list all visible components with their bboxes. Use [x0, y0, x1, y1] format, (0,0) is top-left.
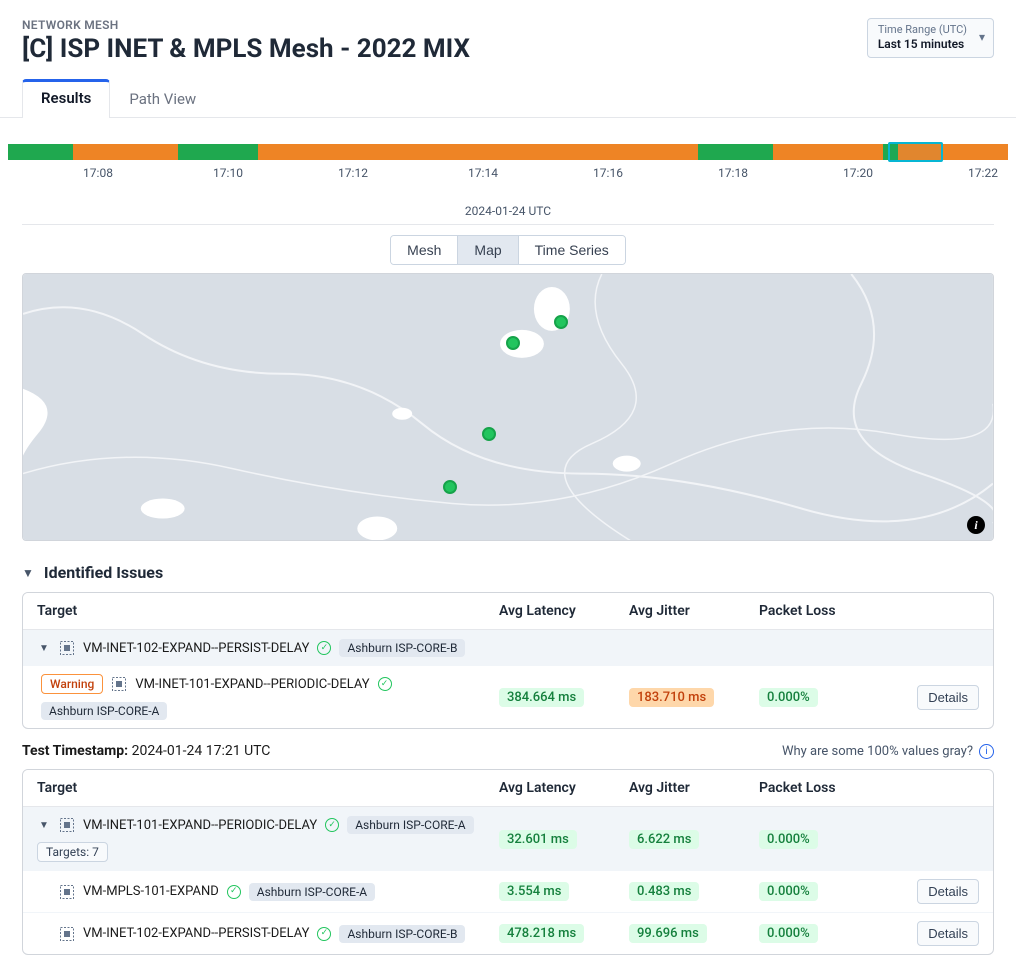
map-node-dot[interactable]	[443, 480, 457, 494]
col-loss: Packet Loss	[759, 780, 889, 796]
issue-group-name: VM-INET-102-EXPAND--PERSIST-DELAY	[83, 641, 309, 656]
latency-value: 32.601 ms	[499, 830, 577, 849]
location-pill: Ashburn ISP-CORE-B	[339, 925, 465, 943]
issue-group-row[interactable]: ▼ VM-INET-102-EXPAND--PERSIST-DELAY ✓ As…	[23, 630, 993, 665]
node-icon	[59, 640, 75, 656]
details-button[interactable]: Details	[917, 685, 979, 710]
table-row: VM-MPLS-101-EXPAND ✓ Ashburn ISP-CORE-A …	[23, 870, 993, 912]
results-group-row[interactable]: ▼ VM-INET-101-EXPAND--PERIODIC-DELAY ✓ A…	[23, 807, 993, 870]
tab-results[interactable]: Results	[22, 79, 110, 118]
test-timestamp-value: 2024-01-24 17:21 UTC	[132, 743, 271, 759]
jitter-value: 0.483 ms	[629, 882, 699, 901]
expand-icon[interactable]: ▼	[37, 643, 51, 654]
tabs: Results Path View	[0, 78, 1016, 118]
node-icon	[111, 676, 127, 692]
details-button[interactable]: Details	[917, 921, 979, 946]
view-map-button[interactable]: Map	[457, 236, 517, 264]
timeline-segment	[698, 144, 773, 160]
col-loss: Packet Loss	[759, 603, 889, 619]
identified-issues-title: Identified Issues	[44, 563, 163, 582]
timeline-tick: 17:10	[213, 166, 243, 180]
node-icon	[59, 926, 75, 942]
location-pill: Ashburn ISP-CORE-A	[41, 702, 167, 720]
help-text: Why are some 100% values gray?	[782, 744, 973, 759]
results-table: Target Avg Latency Avg Jitter Packet Los…	[22, 769, 994, 955]
time-range-selector[interactable]: Time Range (UTC) Last 15 minutes	[867, 18, 994, 58]
col-target: Target	[37, 780, 499, 796]
test-timestamp-label: Test Timestamp:	[22, 743, 128, 759]
table-row: VM-INET-102-EXPAND--PERSIST-DELAY ✓ Ashb…	[23, 912, 993, 954]
map-node-dot[interactable]	[482, 427, 496, 441]
timeline-cursor[interactable]	[888, 142, 943, 162]
time-range-value: Last 15 minutes	[878, 37, 967, 53]
details-button[interactable]: Details	[917, 879, 979, 904]
timeline-segment	[73, 144, 178, 160]
loss-value: 0.000%	[759, 924, 818, 943]
latency-value: 478.218 ms	[499, 924, 584, 943]
view-mesh-button[interactable]: Mesh	[391, 236, 457, 264]
check-icon: ✓	[378, 677, 392, 691]
expand-icon[interactable]: ▼	[37, 820, 51, 831]
map-node-dot[interactable]	[554, 315, 568, 329]
view-time-series-button[interactable]: Time Series	[518, 236, 625, 264]
issue-row-name: VM-INET-101-EXPAND--PERIODIC-DELAY	[135, 677, 369, 692]
timeline-tick: 17:20	[843, 166, 873, 180]
jitter-value: 99.696 ms	[629, 924, 707, 943]
collapse-issues-icon[interactable]: ▼	[22, 566, 34, 580]
issue-row: Warning VM-INET-101-EXPAND--PERIODIC-DEL…	[23, 665, 993, 728]
timeline-segment	[773, 144, 883, 160]
location-pill: Ashburn ISP-CORE-A	[347, 816, 473, 834]
check-icon: ✓	[325, 818, 339, 832]
loss-value: 0.000%	[759, 882, 818, 901]
timeline-tick: 17:16	[593, 166, 623, 180]
latency-value: 384.664 ms	[499, 688, 584, 707]
check-icon: ✓	[317, 641, 331, 655]
view-toggle: Mesh Map Time Series	[0, 235, 1016, 265]
latency-value: 3.554 ms	[499, 882, 569, 901]
info-icon: i	[979, 744, 994, 759]
targets-count-pill: Targets: 7	[37, 842, 108, 862]
timeline-segment	[258, 144, 698, 160]
col-latency: Avg Latency	[499, 603, 629, 619]
row-name: VM-INET-102-EXPAND--PERSIST-DELAY	[83, 926, 309, 941]
timeline-tick: 17:12	[338, 166, 368, 180]
timeline-segment	[178, 144, 258, 160]
timeline: 17:08 17:10 17:12 17:14 17:16 17:18 17:20 17:22…	[0, 118, 1016, 224]
timeline-bar[interactable]	[8, 144, 1008, 160]
col-jitter: Avg Jitter	[629, 780, 759, 796]
col-latency: Avg Latency	[499, 780, 629, 796]
jitter-value: 183.710 ms	[629, 688, 714, 707]
check-icon: ✓	[227, 885, 241, 899]
timeline-tick: 17:14	[468, 166, 498, 180]
map-node-dot[interactable]	[506, 336, 520, 350]
node-icon	[59, 817, 75, 833]
map-panel[interactable]: i	[22, 273, 994, 541]
results-group-name: VM-INET-101-EXPAND--PERIODIC-DELAY	[83, 818, 317, 833]
help-link[interactable]: Why are some 100% values gray? i	[782, 744, 994, 759]
timeline-tick: 17:18	[718, 166, 748, 180]
check-icon: ✓	[317, 927, 331, 941]
timeline-date-label: 2024-01-24 UTC	[8, 204, 1008, 218]
col-target: Target	[37, 603, 499, 619]
row-name: VM-MPLS-101-EXPAND	[83, 884, 219, 899]
col-jitter: Avg Jitter	[629, 603, 759, 619]
map-info-icon[interactable]: i	[967, 516, 985, 534]
timeline-tick: 17:08	[83, 166, 113, 180]
timeline-ticks: 17:08 17:10 17:12 17:14 17:16 17:18 17:20 17:22	[8, 166, 1008, 204]
issues-table: Target Avg Latency Avg Jitter Packet Los…	[22, 592, 994, 729]
loss-value: 0.000%	[759, 830, 818, 849]
location-pill: Ashburn ISP-CORE-B	[339, 639, 465, 657]
severity-badge: Warning	[41, 674, 103, 694]
node-icon	[59, 884, 75, 900]
tab-path-view[interactable]: Path View	[110, 79, 215, 118]
map-background	[23, 274, 993, 541]
timeline-segment	[8, 144, 73, 160]
loss-value: 0.000%	[759, 688, 818, 707]
time-range-label: Time Range (UTC)	[878, 23, 967, 37]
timeline-tick: 17:22	[968, 166, 998, 180]
jitter-value: 6.622 ms	[629, 830, 699, 849]
breadcrumb: NETWORK MESH	[22, 18, 470, 32]
location-pill: Ashburn ISP-CORE-A	[249, 883, 375, 901]
page-title: [C] ISP INET & MPLS Mesh - 2022 MIX	[22, 34, 470, 64]
